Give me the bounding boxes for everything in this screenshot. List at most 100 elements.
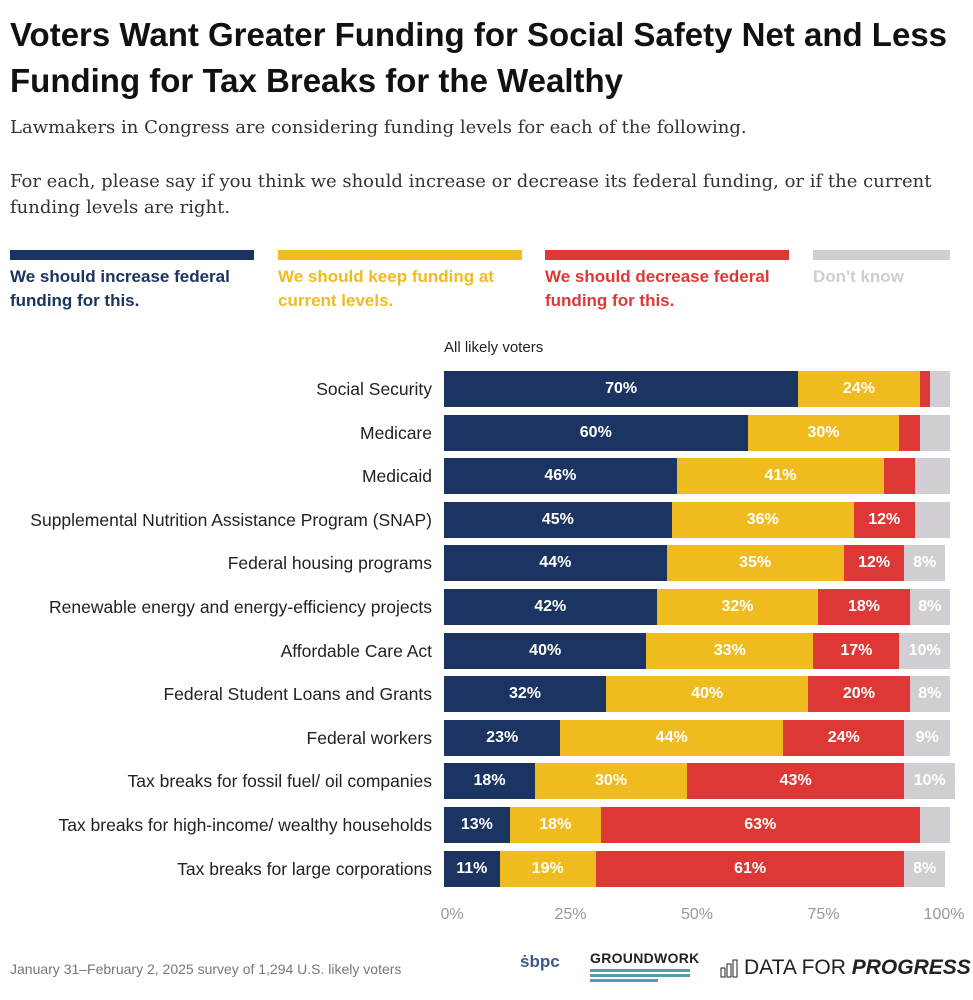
bar-segment: 41%	[676, 458, 885, 495]
bar-segment: 13%	[444, 807, 510, 843]
data-label: 12%	[868, 510, 901, 528]
bar-segment: 42%	[444, 589, 657, 625]
category-label: Medicaid	[361, 466, 432, 487]
category-label: Affordable Care Act	[280, 640, 432, 661]
bar-segment	[914, 458, 950, 495]
groundwork-logo: GROUNDWORK	[590, 950, 700, 982]
bar-segment: 60%	[444, 414, 748, 451]
data-label: 63%	[744, 816, 777, 833]
bar-segment: 30%	[535, 763, 687, 800]
bar-segment: 18%	[444, 763, 536, 800]
bar-segment: 61%	[595, 850, 905, 887]
bar-segment: 44%	[444, 545, 667, 582]
data-label: 36%	[746, 510, 779, 528]
bar-segment: 35%	[666, 545, 844, 582]
data-label: 11%	[456, 859, 488, 877]
data-label: 32%	[508, 685, 541, 703]
legend-label: We should decrease federal funding for t…	[545, 267, 770, 310]
x-tick-label: 50%	[680, 906, 714, 923]
sbpc-logo: ṡbpc	[520, 952, 560, 971]
data-label: 35%	[739, 554, 772, 572]
category-label: Tax breaks for high-income/ wealthy hous…	[58, 815, 432, 835]
bar-segment: 11%	[444, 850, 500, 887]
bar-segment: 8%	[909, 676, 950, 713]
bar-segment: 40%	[444, 632, 647, 669]
data-label: 61%	[734, 859, 767, 877]
data-label: 8%	[913, 859, 937, 877]
data-label: 18%	[539, 816, 572, 833]
category-label: Tax breaks for large corporations	[177, 858, 432, 879]
bar-segment: 19%	[499, 850, 596, 887]
question-text: For each, please say if you think we sho…	[10, 171, 932, 218]
bar-segment: 24%	[798, 371, 920, 407]
bar-segment: 32%	[656, 589, 819, 625]
legend-label: We should keep funding at current levels…	[278, 267, 494, 310]
bar-segment	[919, 414, 950, 451]
footnote: January 31–February 2, 2025 survey of 1,…	[10, 961, 402, 977]
category-label: Federal Student Loans and Grants	[163, 684, 432, 705]
data-label: 18%	[847, 598, 880, 615]
category-label: Social Security	[316, 379, 432, 399]
category-label: Federal workers	[306, 727, 432, 748]
data-label: 60%	[579, 423, 612, 441]
bar-segment: 63%	[600, 807, 920, 843]
data-label: 13%	[460, 816, 493, 833]
data-label: 24%	[827, 728, 860, 746]
bar-segment: 23%	[444, 719, 561, 756]
data-label: 23%	[486, 728, 519, 746]
bar-segment	[929, 371, 950, 407]
data-label: 40%	[691, 685, 724, 703]
legend-label: We should increase federal funding for t…	[10, 267, 230, 310]
x-tick-label: 100%	[923, 906, 965, 923]
data-label: 32%	[721, 598, 754, 615]
category-label: Federal housing programs	[227, 553, 432, 574]
data-label: 10%	[913, 772, 946, 790]
bar-segment: 40%	[605, 676, 809, 713]
data-label: 45%	[541, 510, 574, 528]
bar-segment: 18%	[818, 589, 910, 625]
bar-segment: 12%	[843, 545, 905, 582]
x-tick-label: 25%	[554, 906, 587, 923]
x-tick-label: 0%	[440, 906, 464, 923]
data-label: 19%	[531, 859, 564, 877]
data-for-progress-logo: DATA FOR PROGRESS	[720, 956, 971, 980]
data-label: 8%	[918, 685, 942, 703]
legend-swatch	[278, 250, 522, 260]
data-label: 46%	[544, 467, 577, 485]
category-label: Medicare	[360, 422, 432, 443]
data-label: 30%	[594, 772, 627, 790]
data-label: 30%	[807, 423, 840, 441]
bar-segment: 70%	[444, 371, 799, 407]
bar-segment: 12%	[853, 501, 915, 538]
bar-segment	[919, 807, 950, 843]
data-label: 44%	[539, 554, 572, 572]
bar-segment	[899, 414, 920, 451]
bar-segment	[919, 371, 930, 407]
category-label: Tax breaks for fossil fuel/ oil companie…	[127, 771, 432, 792]
group-label: All likely voters	[444, 339, 544, 356]
bar-segment: 20%	[808, 676, 910, 713]
bar-segment: 10%	[899, 632, 950, 669]
data-label: 8%	[913, 554, 937, 572]
x-tick-label: 75%	[807, 906, 840, 923]
data-label: 20%	[842, 685, 875, 703]
bar-segment: 24%	[783, 719, 905, 756]
bar-segment: 8%	[904, 545, 945, 582]
bar-segment	[914, 501, 950, 538]
bar-segment: 8%	[904, 850, 945, 887]
data-label: 8%	[918, 598, 942, 615]
bar-segment: 18%	[509, 807, 601, 843]
data-label: 40%	[529, 641, 562, 659]
bar-segment: 46%	[444, 458, 677, 495]
category-label: Supplemental Nutrition Assistance Progra…	[30, 509, 432, 530]
bar-segment: 45%	[444, 501, 672, 538]
bar-segment: 10%	[904, 763, 956, 800]
data-label: 18%	[473, 772, 506, 790]
bar-segment: 9%	[904, 719, 950, 756]
category-label: Renewable energy and energy-efficiency p…	[49, 597, 432, 617]
data-label: 24%	[842, 380, 875, 397]
legend-label: Don't know	[813, 267, 904, 286]
bar-segment: 8%	[909, 589, 950, 625]
bar-segment: 32%	[444, 676, 606, 713]
bar-segment	[884, 458, 915, 495]
